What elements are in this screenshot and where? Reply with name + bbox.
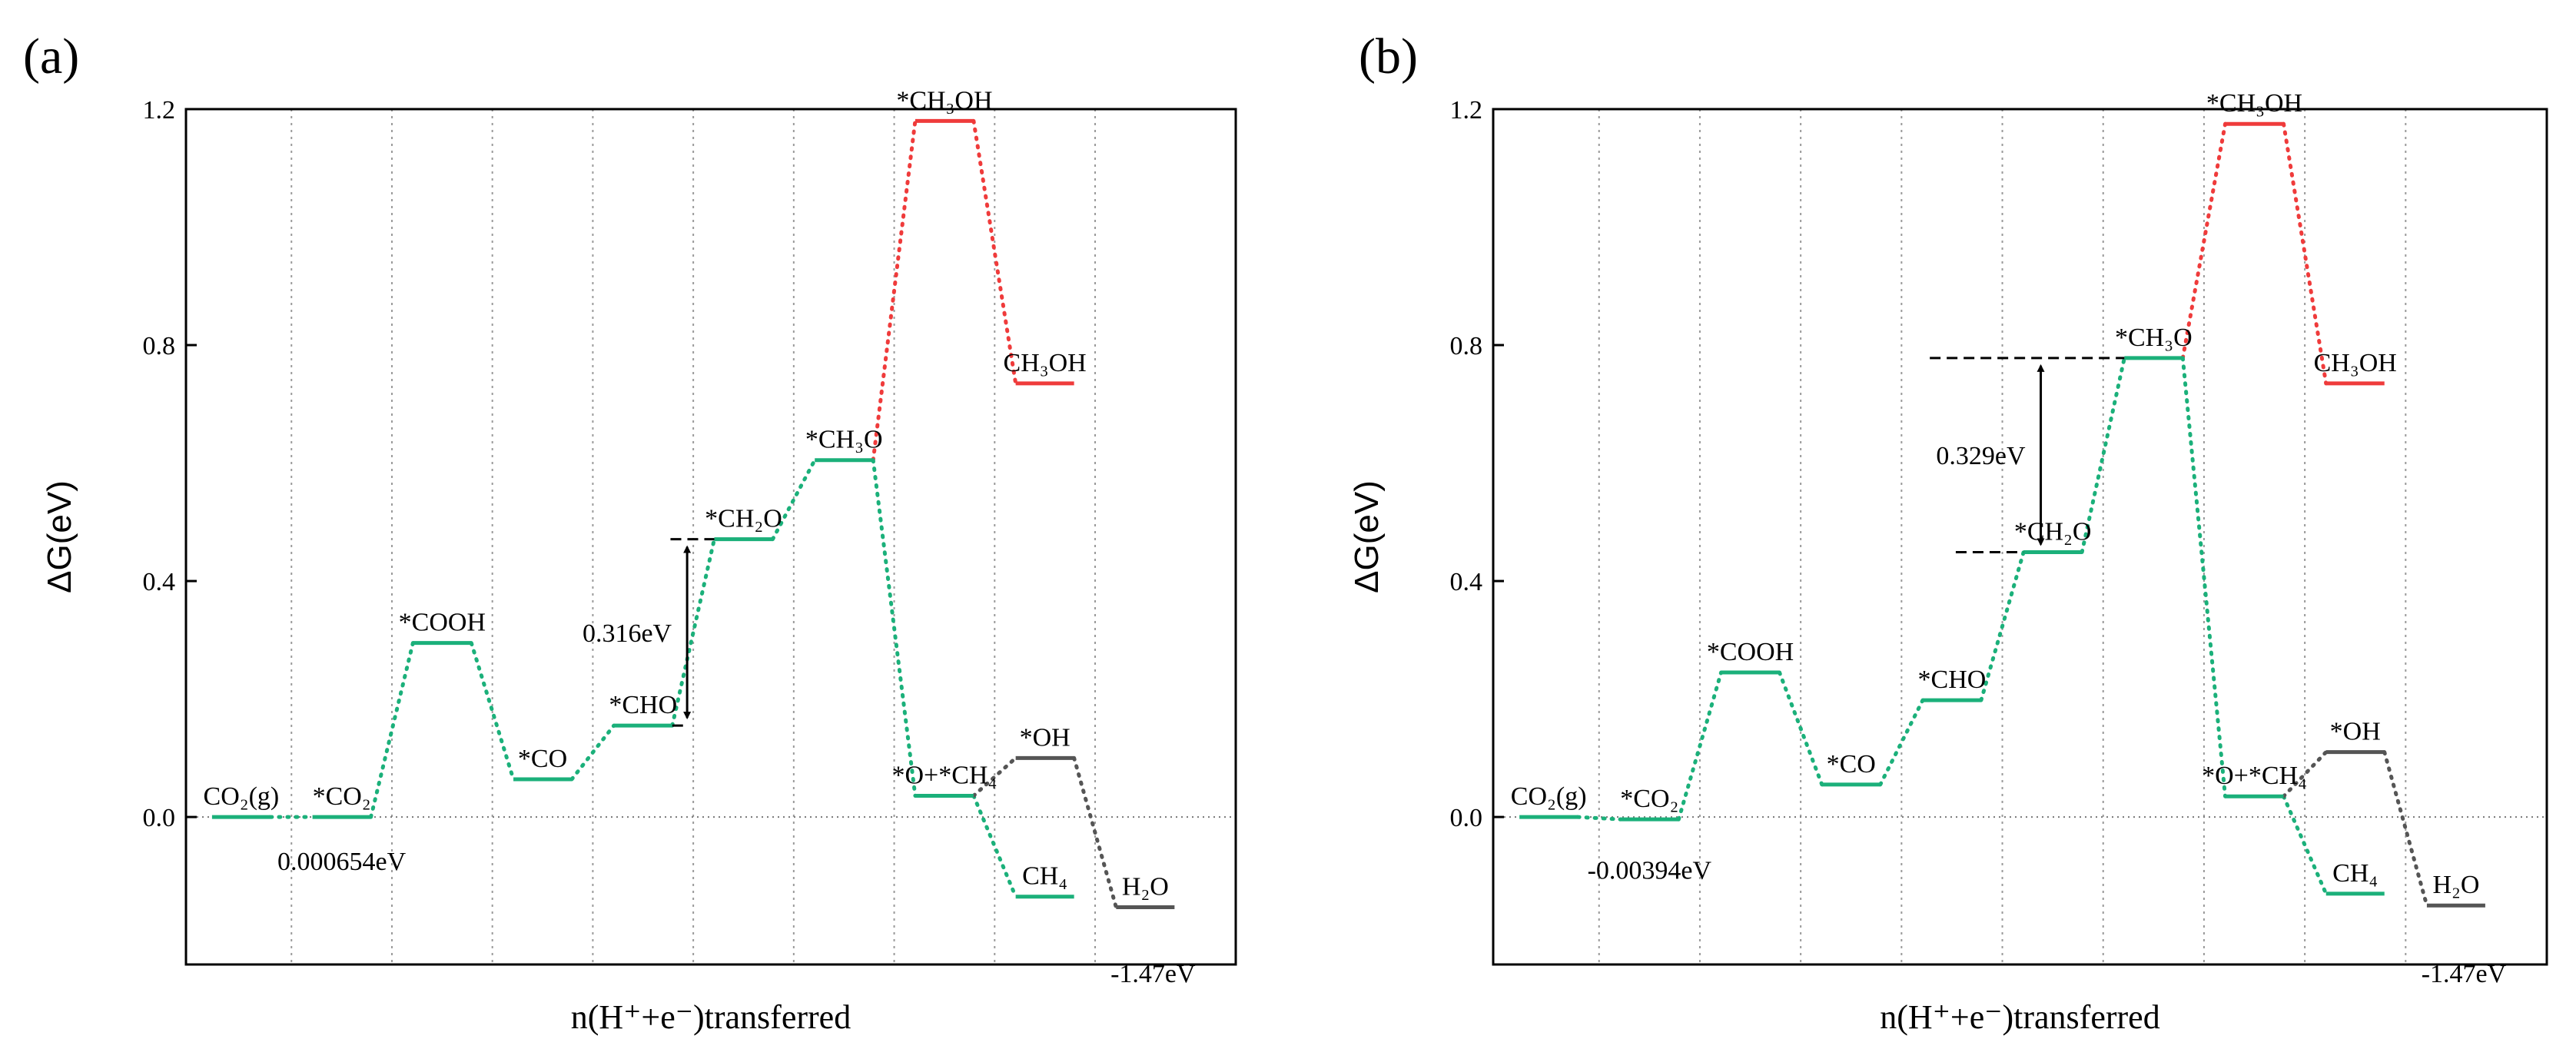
annotation-0: -0.00394eV [1588, 857, 1712, 885]
y-tick-label: 1.2 [1450, 96, 1483, 124]
y-axis-label: ΔG(eV) [1348, 480, 1386, 593]
state-label-ch3o: *CH₃O [805, 426, 883, 454]
state-label-ch3o: *CH₃O [2115, 324, 2193, 352]
state-label-co: *CO [518, 745, 567, 773]
chart-panel-b: (b) 0.0 0.4 0.8 1.2 ΔG(eV) n(H⁺+e⁻)transferred… [1348, 28, 2548, 1036]
connector-cho-ch2o [1979, 549, 2026, 702]
state-label-o_ch4: *O+*CH₄ [892, 761, 998, 789]
y-tick-label: 0.0 [143, 804, 176, 832]
state-label-co2: *CO₂ [1620, 785, 1678, 813]
connector-o_ch4-ch4 [2282, 794, 2329, 896]
state-label-cho: *CHO [1918, 666, 1987, 694]
connector-co2-cooh [1676, 670, 1724, 822]
connector-co-cho [569, 723, 616, 782]
x-axis-label: n(H⁺+e⁻)transferred [1880, 998, 2159, 1036]
connector-o_ch4-oh [2282, 750, 2329, 798]
state-label-co2g: CO₂(g) [1511, 782, 1587, 811]
connector-cooh-co [1778, 670, 1824, 787]
connector-ch3oh_ads-ch3oh [971, 118, 1018, 386]
panel-label: (a) [23, 28, 79, 85]
state-label-ch3oh_ads: *CH₃OH [2206, 89, 2302, 118]
state-label-ch4: CH₄ [2332, 859, 2378, 888]
state-label-o_ch4: *O+*CH₄ [2202, 762, 2307, 790]
y-tick-label: 0.4 [1450, 568, 1483, 596]
y-tick-label: 0.8 [143, 332, 176, 360]
connector-ch3o-o_ch4 [871, 458, 918, 798]
y-tick-label: 1.2 [143, 96, 176, 124]
connector-cooh-co [469, 641, 516, 782]
annotation-1: -1.47eV [2422, 960, 2507, 988]
state-label-ch4: CH₄ [1022, 862, 1067, 891]
y-tick-label: 0.8 [1450, 332, 1483, 360]
connector-cho-ch2o [670, 537, 716, 728]
barrier-value: 0.329eV [1936, 442, 2026, 470]
connector-co2-cooh [369, 641, 415, 819]
state-label-co2: *CO₂ [313, 782, 371, 811]
barrier-value: 0.316eV [583, 619, 672, 648]
connector-ch2o-ch3o [770, 458, 817, 542]
state-label-h2o: H₂O [2432, 871, 2479, 899]
state-label-co: *CO [1827, 750, 1876, 778]
connector-co-cho [1878, 698, 1925, 787]
panel-label: (b) [1359, 28, 1418, 85]
state-label-ch3oh: CH₃OH [1004, 349, 1087, 377]
connector-ch3oh_ads-ch3oh [2282, 121, 2329, 386]
connector-ch3o-ch3oh_ads [2180, 121, 2228, 360]
annotation-1: -1.47eV [1110, 960, 1196, 988]
state-label-cho: *CHO [609, 691, 677, 719]
state-label-ch3oh_ads: *CH₃OH [896, 86, 992, 115]
state-label-h2o: H₂O [1122, 873, 1169, 901]
state-label-co2g: CO₂(g) [204, 782, 280, 811]
y-axis-label: ΔG(eV) [41, 480, 78, 593]
connector-co2g-co2 [1575, 815, 1622, 822]
y-tick-label: 0.4 [143, 568, 176, 596]
state-label-cooh: *COOH [1707, 638, 1794, 666]
x-axis-label: n(H⁺+e⁻)transferred [571, 998, 851, 1036]
state-label-oh: *OH [2330, 718, 2381, 746]
state-label-ch3oh: CH₃OH [2314, 349, 2397, 377]
chart-panel-a: (a) 0.0 0.4 0.8 1.2 ΔG(eV) n(H⁺+e⁻)transferred… [23, 28, 1237, 1036]
annotation-0: 0.000654eV [277, 848, 407, 876]
plot-frame [1492, 108, 2548, 966]
state-label-cooh: *COOH [399, 609, 486, 637]
state-label-oh: *OH [1020, 723, 1071, 752]
connector-ch3o-ch3oh_ads [871, 118, 918, 463]
plot-frame [184, 108, 1237, 966]
state-label-ch2o: *CH₂O [705, 505, 782, 533]
connector-oh-h2o [1072, 755, 1118, 910]
connector-ch2o-ch3o [2080, 356, 2126, 554]
connector-o_ch4-ch4 [971, 793, 1018, 899]
connector-o_ch4-oh [971, 755, 1018, 798]
y-tick-label: 0.0 [1450, 804, 1483, 832]
connector-ch3o-o_ch4 [2180, 356, 2228, 798]
state-label-ch2o: *CH₂O [2014, 517, 2092, 546]
connector-oh-h2o [2382, 750, 2429, 908]
